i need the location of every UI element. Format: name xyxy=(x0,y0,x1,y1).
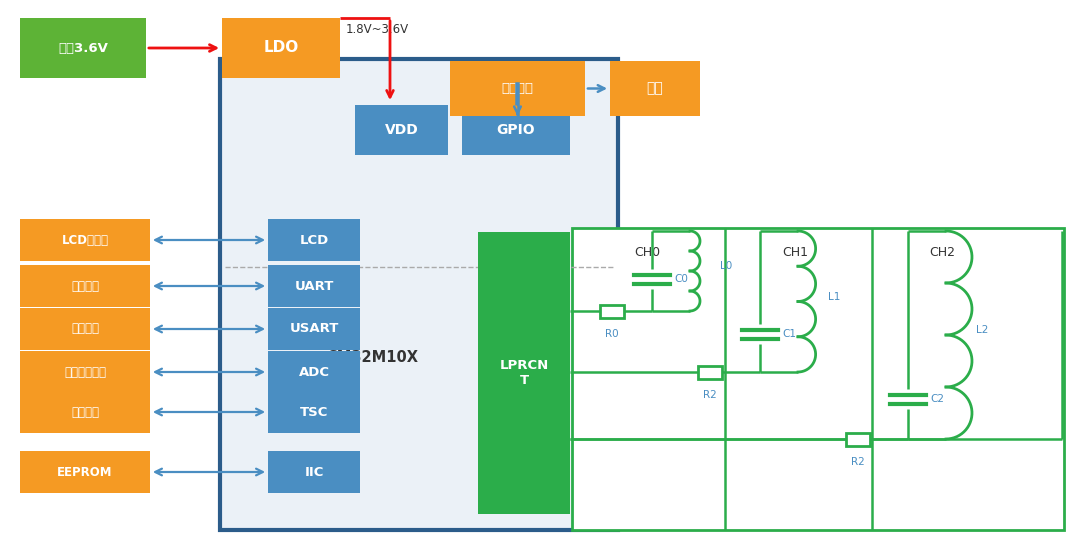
Text: 电机驱动: 电机驱动 xyxy=(501,82,534,95)
FancyBboxPatch shape xyxy=(572,228,1064,530)
FancyBboxPatch shape xyxy=(268,308,360,350)
Text: L2: L2 xyxy=(976,325,988,335)
FancyBboxPatch shape xyxy=(21,451,150,493)
Text: TSC: TSC xyxy=(300,406,328,418)
Text: C0: C0 xyxy=(674,274,688,284)
Text: 触摸按键: 触摸按键 xyxy=(71,406,99,418)
Text: R2: R2 xyxy=(851,457,865,467)
FancyBboxPatch shape xyxy=(268,351,360,393)
Text: C2: C2 xyxy=(930,394,944,404)
Text: R0: R0 xyxy=(605,329,619,339)
FancyBboxPatch shape xyxy=(21,18,146,78)
Text: L0: L0 xyxy=(720,261,732,271)
Text: CH2: CH2 xyxy=(929,246,955,259)
Text: CM32M10X: CM32M10X xyxy=(326,350,418,365)
FancyBboxPatch shape xyxy=(21,308,150,350)
Text: CH1: CH1 xyxy=(782,246,808,259)
Text: 阀门: 阀门 xyxy=(647,81,663,96)
Text: LCD: LCD xyxy=(299,233,328,247)
FancyBboxPatch shape xyxy=(21,351,150,393)
Text: IIC: IIC xyxy=(305,466,324,479)
FancyBboxPatch shape xyxy=(478,232,570,514)
FancyBboxPatch shape xyxy=(268,451,360,493)
Text: ADC: ADC xyxy=(298,366,329,378)
Text: C1: C1 xyxy=(782,329,796,339)
Text: 锂电3.6V: 锂电3.6V xyxy=(58,42,108,54)
Text: 安全芯片: 安全芯片 xyxy=(71,322,99,335)
FancyBboxPatch shape xyxy=(21,391,150,433)
Text: L1: L1 xyxy=(828,292,840,301)
FancyBboxPatch shape xyxy=(268,391,360,433)
FancyBboxPatch shape xyxy=(21,265,150,307)
FancyBboxPatch shape xyxy=(610,61,700,116)
Text: R2: R2 xyxy=(703,390,717,400)
Text: LPRCN
T: LPRCN T xyxy=(499,359,549,387)
FancyBboxPatch shape xyxy=(21,219,150,261)
Text: EEPROM: EEPROM xyxy=(57,466,112,479)
FancyBboxPatch shape xyxy=(268,265,360,307)
Bar xyxy=(846,433,870,445)
FancyBboxPatch shape xyxy=(450,61,585,116)
FancyBboxPatch shape xyxy=(462,105,570,155)
Text: 通信模组: 通信模组 xyxy=(71,279,99,293)
Bar xyxy=(600,305,624,317)
FancyBboxPatch shape xyxy=(222,18,340,78)
Text: GPIO: GPIO xyxy=(497,123,536,137)
Text: UART: UART xyxy=(295,279,334,293)
Text: VDD: VDD xyxy=(384,123,418,137)
FancyBboxPatch shape xyxy=(220,59,618,530)
Text: CH0: CH0 xyxy=(634,246,660,259)
Text: USART: USART xyxy=(289,322,339,335)
Text: LDO: LDO xyxy=(264,41,299,55)
Text: 电池电压监测: 电池电压监测 xyxy=(64,366,106,378)
FancyBboxPatch shape xyxy=(268,219,360,261)
FancyBboxPatch shape xyxy=(355,105,448,155)
Text: LCD显示屏: LCD显示屏 xyxy=(62,233,108,247)
Text: 1.8V~3.6V: 1.8V~3.6V xyxy=(346,23,409,36)
Bar xyxy=(698,366,723,378)
